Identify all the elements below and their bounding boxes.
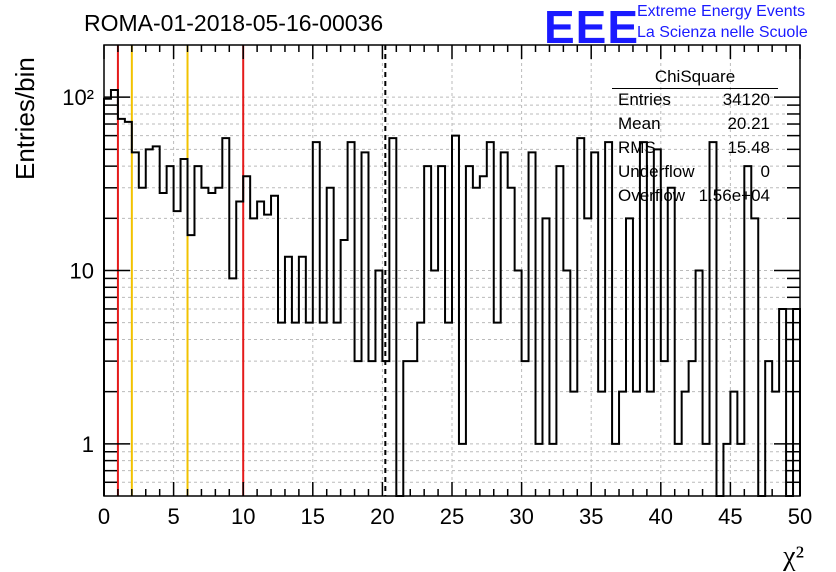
- x-tick-label: 35: [579, 504, 603, 529]
- eee-subtitle-line2: La Scienza nelle Scuole: [637, 24, 808, 41]
- x-tick-label: 25: [440, 504, 464, 529]
- stats-value: 15.48: [727, 138, 770, 157]
- stats-row-underflow: Underflow 0: [612, 161, 778, 185]
- x-axis-label: χ²: [782, 541, 804, 572]
- stats-label: Mean: [618, 114, 661, 133]
- eee-subtitle-line1: Extreme Energy Events: [637, 3, 806, 20]
- y-tick-labels: 1 10 10²: [62, 85, 94, 457]
- x-tick-labels: 0 5 10 15 20 25 30 35 40 45 50: [98, 504, 812, 529]
- axis-ticks: [103, 45, 801, 496]
- stats-value: 1.56e+04: [698, 186, 770, 205]
- x-tick-label: 40: [649, 504, 673, 529]
- stats-value: 20.21: [727, 114, 770, 133]
- y-tick-label: 1: [82, 432, 94, 457]
- x-tick-label: 20: [370, 504, 394, 529]
- stats-row-rms: RMS 15.48: [612, 137, 778, 161]
- y-tick-label: 10²: [62, 85, 94, 110]
- stats-label: Underflow: [618, 162, 695, 181]
- chart-title: ROMA-01-2018-05-16-00036: [84, 10, 384, 36]
- x-tick-label: 0: [98, 504, 110, 529]
- stats-row-mean: Mean 20.21: [612, 113, 778, 137]
- y-tick-label: 10: [70, 259, 94, 284]
- x-tick-label: 10: [231, 504, 255, 529]
- stats-label: Entries: [618, 90, 671, 109]
- x-tick-label: 15: [301, 504, 325, 529]
- stats-value: 0: [760, 162, 770, 181]
- stats-box: ChiSquare Entries 34120 Mean 20.21 RMS 1…: [612, 66, 778, 209]
- stats-label: RMS: [618, 138, 656, 157]
- marker-lines: [116, 45, 387, 496]
- stats-row-overflow: Overflow 1.56e+04: [612, 185, 778, 209]
- x-tick-label: 50: [788, 504, 812, 529]
- x-tick-label: 5: [167, 504, 179, 529]
- y-axis-label: Entries/bin: [10, 57, 40, 180]
- stats-label: Overflow: [618, 186, 686, 205]
- stats-row-entries: Entries 34120: [612, 89, 778, 113]
- stats-box-title: ChiSquare: [612, 66, 778, 89]
- stats-value: 34120: [722, 90, 770, 109]
- eee-logo: EEE: [544, 1, 640, 53]
- x-tick-label: 45: [718, 504, 742, 529]
- x-tick-label: 30: [509, 504, 533, 529]
- histogram-series: [103, 89, 801, 497]
